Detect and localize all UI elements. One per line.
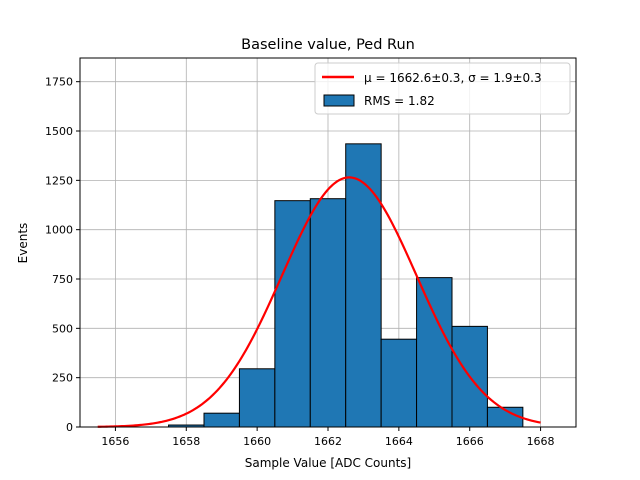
x-tick-label: 1664 <box>385 435 413 448</box>
histogram-bar-4 <box>309 198 347 428</box>
y-tick-label: 750 <box>52 273 73 286</box>
x-axis-ticks: 1656 1658 1660 1662 1664 1666 1668 <box>101 427 555 448</box>
histogram-bar-2 <box>238 368 276 428</box>
legend-rms-label: RMS = 1.82 <box>364 94 435 108</box>
x-axis-label: Sample Value [ADC Counts] <box>245 456 411 470</box>
histogram-bar-1 <box>203 412 240 428</box>
y-axis-ticks: 0 250 500 750 1000 1250 1500 1750 <box>45 76 80 434</box>
y-tick-label: 1000 <box>45 224 73 237</box>
y-tick-label: 0 <box>66 421 73 434</box>
histogram-bar-6 <box>380 338 418 428</box>
y-tick-label: 500 <box>52 322 73 335</box>
chart-title: Baseline value, Ped Run <box>241 37 415 53</box>
x-tick-label: 1666 <box>456 435 484 448</box>
x-tick-label: 1662 <box>314 435 342 448</box>
y-tick-label: 1750 <box>45 76 73 89</box>
y-tick-label: 1500 <box>45 125 73 138</box>
y-tick-label: 250 <box>52 372 73 385</box>
histogram-bar-7 <box>416 277 453 428</box>
legend-fit-label: μ = 1662.6±0.3, σ = 1.9±0.3 <box>364 71 542 85</box>
histogram-bars <box>168 143 524 428</box>
histogram-bar-5 <box>345 143 382 428</box>
legend-box <box>314 62 571 115</box>
x-tick-label: 1658 <box>172 435 200 448</box>
x-tick-label: 1656 <box>101 435 129 448</box>
y-tick-label: 1250 <box>45 174 73 187</box>
x-tick-label: 1660 <box>243 435 271 448</box>
y-axis-label: Events <box>16 223 30 264</box>
legend-rms-swatch <box>323 94 355 107</box>
fit-curve <box>97 176 541 428</box>
x-tick-label: 1668 <box>527 435 555 448</box>
histogram-bar-3 <box>274 200 311 428</box>
legend: μ = 1662.6±0.3, σ = 1.9±0.3 RMS = 1.82 <box>314 62 571 115</box>
fit-curve-group <box>97 176 541 428</box>
